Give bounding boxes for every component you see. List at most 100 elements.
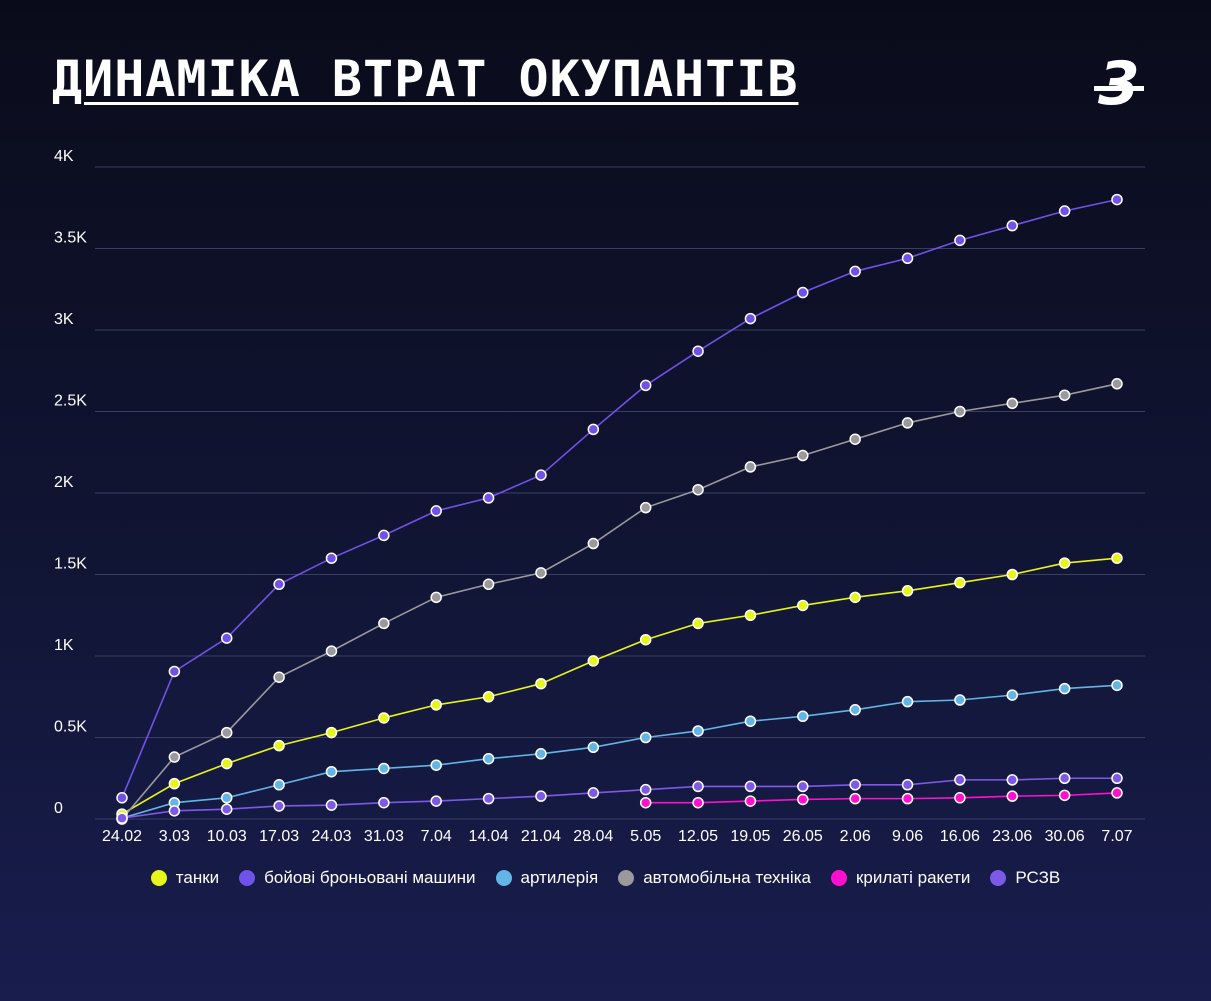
y-axis-ticks: 0 0.5K 1K 1.5K 2K 2.5K 3K 3.5K 4K bbox=[54, 148, 87, 817]
x-tick-label: 17.03 bbox=[259, 828, 299, 845]
x-tick-label: 12.05 bbox=[678, 828, 718, 845]
data-point bbox=[639, 633, 652, 646]
data-point bbox=[482, 752, 495, 765]
x-tick-label: 7.04 bbox=[421, 828, 452, 845]
data-point bbox=[168, 751, 181, 763]
data-point bbox=[220, 726, 233, 739]
y-tick-label: 0 bbox=[54, 800, 63, 817]
data-point bbox=[587, 655, 600, 667]
y-tick-label: 1.5K bbox=[54, 556, 87, 573]
y-tick-label: 1K bbox=[54, 637, 74, 654]
data-point bbox=[430, 795, 442, 807]
data-point bbox=[954, 694, 966, 706]
data-point bbox=[220, 632, 233, 644]
y-tick-label: 0.5K bbox=[54, 719, 87, 736]
data-point bbox=[273, 671, 285, 683]
data-point bbox=[273, 578, 285, 591]
x-tick-label: 19.05 bbox=[730, 828, 770, 845]
data-point bbox=[744, 795, 757, 807]
data-point bbox=[797, 793, 809, 806]
data-point bbox=[849, 779, 861, 791]
data-point bbox=[692, 796, 704, 809]
data-point bbox=[1111, 193, 1123, 206]
series-line-0 bbox=[121, 557, 1118, 815]
series-points bbox=[116, 193, 1123, 825]
x-tick-label: 21.04 bbox=[521, 828, 561, 845]
legend-dot bbox=[830, 870, 847, 886]
legend-dot bbox=[239, 870, 256, 886]
data-point bbox=[1111, 772, 1123, 784]
data-point bbox=[954, 576, 966, 589]
data-point bbox=[901, 779, 914, 791]
legend-item: артилерія bbox=[495, 868, 599, 888]
series-line-5 bbox=[121, 777, 1117, 819]
x-tick-label: 3.03 bbox=[159, 828, 190, 845]
legend-label: артилерія bbox=[520, 868, 599, 887]
x-tick-label: 10.03 bbox=[207, 828, 247, 845]
data-point bbox=[587, 423, 600, 436]
x-tick-label: 23.06 bbox=[992, 828, 1032, 845]
data-point bbox=[639, 796, 652, 809]
data-point bbox=[430, 505, 442, 517]
data-point bbox=[378, 529, 390, 542]
data-point bbox=[1006, 219, 1019, 232]
data-point bbox=[797, 780, 809, 793]
series-line-2 bbox=[121, 684, 1118, 819]
x-tick-label: 16.06 bbox=[940, 828, 980, 845]
svg-text:3: 3 bbox=[1098, 49, 1140, 112]
data-point bbox=[535, 790, 547, 802]
data-point bbox=[639, 783, 652, 796]
data-point bbox=[430, 591, 442, 604]
data-point bbox=[901, 252, 914, 265]
data-point bbox=[1058, 205, 1071, 217]
data-point bbox=[1006, 689, 1019, 701]
legend-label: крилаті ракети bbox=[855, 868, 971, 887]
data-point bbox=[1111, 787, 1123, 799]
data-point bbox=[1006, 790, 1019, 802]
data-point bbox=[1058, 389, 1071, 401]
data-point bbox=[1058, 682, 1071, 695]
data-point bbox=[587, 787, 600, 799]
data-point bbox=[325, 552, 338, 564]
data-point bbox=[744, 312, 757, 325]
series-lines bbox=[121, 198, 1118, 820]
data-point bbox=[482, 578, 495, 591]
legend-label: танки bbox=[175, 868, 220, 887]
chart-legend: танки бойові броньовані машини артилерія ав… bbox=[0, 868, 1211, 888]
x-tick-label: 7.07 bbox=[1101, 828, 1132, 845]
data-point bbox=[116, 792, 128, 804]
legend-item: РСЗВ bbox=[990, 868, 1060, 888]
series-line-1 bbox=[121, 198, 1118, 799]
x-tick-label: 2.06 bbox=[840, 828, 871, 845]
data-point bbox=[220, 792, 233, 804]
data-point bbox=[849, 591, 861, 604]
data-point bbox=[639, 731, 652, 744]
data-point bbox=[378, 796, 390, 809]
data-point bbox=[482, 691, 495, 703]
data-point bbox=[1058, 772, 1071, 784]
data-point bbox=[954, 405, 966, 418]
data-point bbox=[639, 501, 652, 514]
data-point bbox=[535, 567, 547, 579]
y-tick-label: 2.5K bbox=[54, 393, 87, 410]
data-point bbox=[273, 739, 285, 752]
data-point bbox=[378, 712, 390, 724]
x-tick-label: 9.06 bbox=[892, 828, 923, 845]
data-point bbox=[325, 765, 338, 778]
data-point bbox=[901, 695, 914, 708]
data-point bbox=[954, 792, 966, 804]
data-point bbox=[273, 779, 285, 791]
legend-item: крилаті ракети bbox=[830, 868, 971, 888]
legend-dot bbox=[150, 870, 167, 886]
data-point bbox=[849, 433, 861, 445]
y-tick-label: 3K bbox=[54, 311, 74, 328]
x-tick-label: 24.03 bbox=[311, 828, 351, 845]
data-point bbox=[692, 780, 704, 793]
series-line-3 bbox=[121, 383, 1118, 820]
x-tick-label: 24.02 bbox=[102, 828, 142, 845]
data-point bbox=[273, 800, 285, 812]
data-point bbox=[325, 645, 338, 657]
data-point bbox=[901, 417, 914, 429]
data-point bbox=[901, 792, 914, 805]
data-point bbox=[430, 699, 442, 711]
